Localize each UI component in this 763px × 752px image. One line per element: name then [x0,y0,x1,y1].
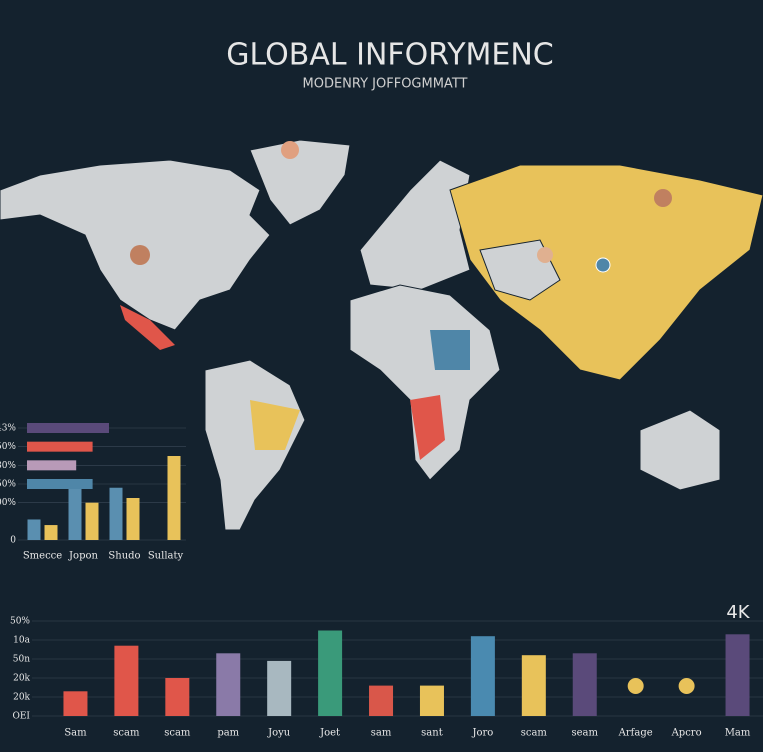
horizontal-bar [27,423,109,433]
person-icon [654,189,672,207]
title: GLOBAL INFORYMENC [226,38,554,73]
x-tick-label: scam [113,728,140,739]
x-tick-label: Joyu [267,728,291,739]
region [120,305,175,350]
x-tick-label: pam [217,728,239,739]
y-tick-label: 00% [0,498,16,508]
y-tick-label: 80% [0,461,16,471]
x-tick-label: sant [421,728,443,739]
y-tick-label: 0 [10,536,16,546]
x-tick-label: Sullaty [148,551,184,562]
y-tick-label: 43% [0,424,16,434]
bar [572,653,597,716]
bar [419,685,444,716]
world-map [0,139,763,531]
bar [216,653,241,716]
x-tick-label: seam [572,728,599,739]
x-tick-label: Sam [64,728,87,739]
bar [165,678,190,716]
x-tick-label: Shudo [108,551,140,562]
x-tick-label: Smecce [23,551,62,562]
x-tick-label: scam [164,728,191,739]
europe [359,159,471,291]
bar [267,660,292,716]
x-tick-label: Arfage [618,728,653,739]
y-tick-label: 50% [0,480,16,490]
bar [44,525,58,540]
bar [109,487,123,540]
y-tick-label: 20k [13,693,30,703]
australia [639,409,721,491]
region [410,395,445,460]
horizontal-bar [27,460,77,471]
y-tick-label: OEI [12,712,30,722]
person-icon [130,245,150,265]
north-america [0,159,271,331]
x-tick-label: sam [371,728,392,739]
bar [85,502,99,540]
bar [63,691,88,716]
annotation: 4K [726,602,750,623]
y-tick-label: 50% [0,442,16,452]
bar [369,685,394,716]
bar [167,456,181,540]
person-icon [281,141,299,159]
y-tick-label: 10a [13,636,30,646]
y-tick-label: 50% [10,617,30,627]
bar [114,645,139,716]
subtitle: MODENRY JOFFOGMMATT [303,77,468,92]
y-tick-label: 50n [13,655,30,665]
person-icon [537,247,553,263]
region [430,330,470,370]
x-tick-label: Jopon [68,551,98,562]
greenland [249,139,351,226]
asia [449,164,763,381]
bar [68,482,82,540]
x-tick-label: Mam [725,728,751,739]
x-tick-label: scam [521,728,548,739]
horizontal-bar [27,441,93,452]
x-tick-label: Joet [319,728,340,739]
bar [318,630,343,716]
bar [725,634,750,716]
bar [126,498,140,540]
bar [521,655,546,716]
bar [27,519,41,540]
bar [470,636,495,716]
region [250,400,300,450]
map-pin [595,257,611,273]
x-tick-label: Apcro [671,728,702,739]
icon [678,678,695,694]
x-tick-label: Joro [471,728,493,739]
horizontal-bar [27,479,93,489]
y-tick-label: 20k [13,674,30,684]
icon [627,678,644,694]
